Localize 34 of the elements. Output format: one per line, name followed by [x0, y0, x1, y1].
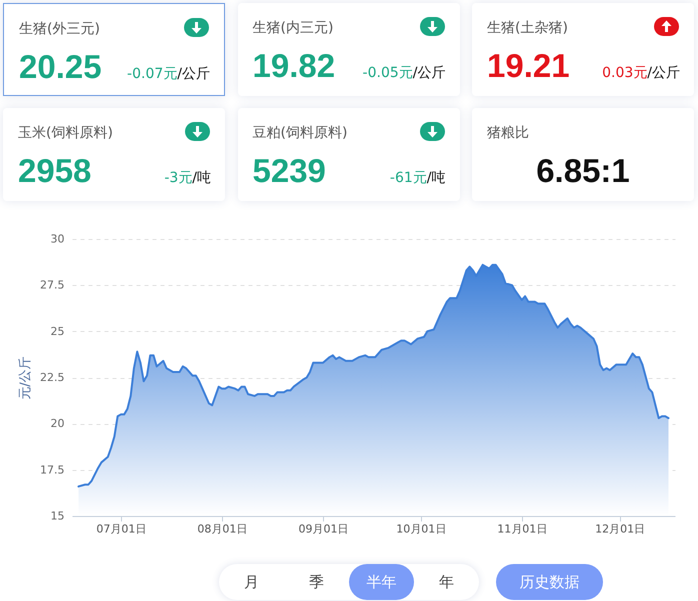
text: -0.07元/公斤: [127, 66, 210, 82]
x-tick-label: 08月01日: [197, 522, 248, 536]
y-tick-label: 30: [50, 232, 64, 246]
text: 猪粮比: [487, 124, 529, 143]
x-tick-label: 10月01日: [396, 522, 446, 536]
text: -3元/吨: [164, 170, 211, 186]
button: 历史数据: [496, 564, 603, 600]
text: 6.85:1: [536, 152, 630, 189]
y-tick-label: 17.5: [40, 463, 64, 476]
text: 生猪(内三元): [252, 19, 334, 38]
x-tick-label: 11月01日: [497, 522, 548, 536]
x-tick-label: 09月01日: [298, 522, 348, 536]
text: 0.03元/公斤: [602, 65, 680, 81]
y-tick-label: 15: [50, 510, 64, 522]
text: 豆粕(饲料原料): [252, 124, 348, 143]
text: 5239: [252, 152, 326, 189]
text: 玉米(饲料原料): [18, 124, 113, 143]
x-tick-label: 12月01日: [595, 522, 646, 536]
y-tick-label: 25: [50, 324, 64, 338]
segmented-control: 月 季 半年 年: [219, 564, 479, 600]
text: 生猪(外三元): [19, 20, 100, 39]
text: 生猪(土杂猪): [487, 19, 568, 38]
x-tick-label: 07月01日: [96, 522, 146, 536]
y-tick-label: 27.5: [40, 278, 64, 292]
text: 19.82: [252, 47, 336, 84]
tab-button: 半年: [349, 564, 414, 600]
y-tick-label: 22.5: [40, 371, 64, 384]
text: -61元/吨: [390, 170, 446, 186]
text: -0.05元/公斤: [362, 65, 446, 81]
y-tick-label: 20: [50, 417, 64, 430]
y-axis-title: 元/公斤: [18, 356, 34, 400]
text: 2958: [18, 152, 92, 189]
text: 20.25: [19, 48, 102, 85]
text: 19.21: [487, 47, 570, 84]
